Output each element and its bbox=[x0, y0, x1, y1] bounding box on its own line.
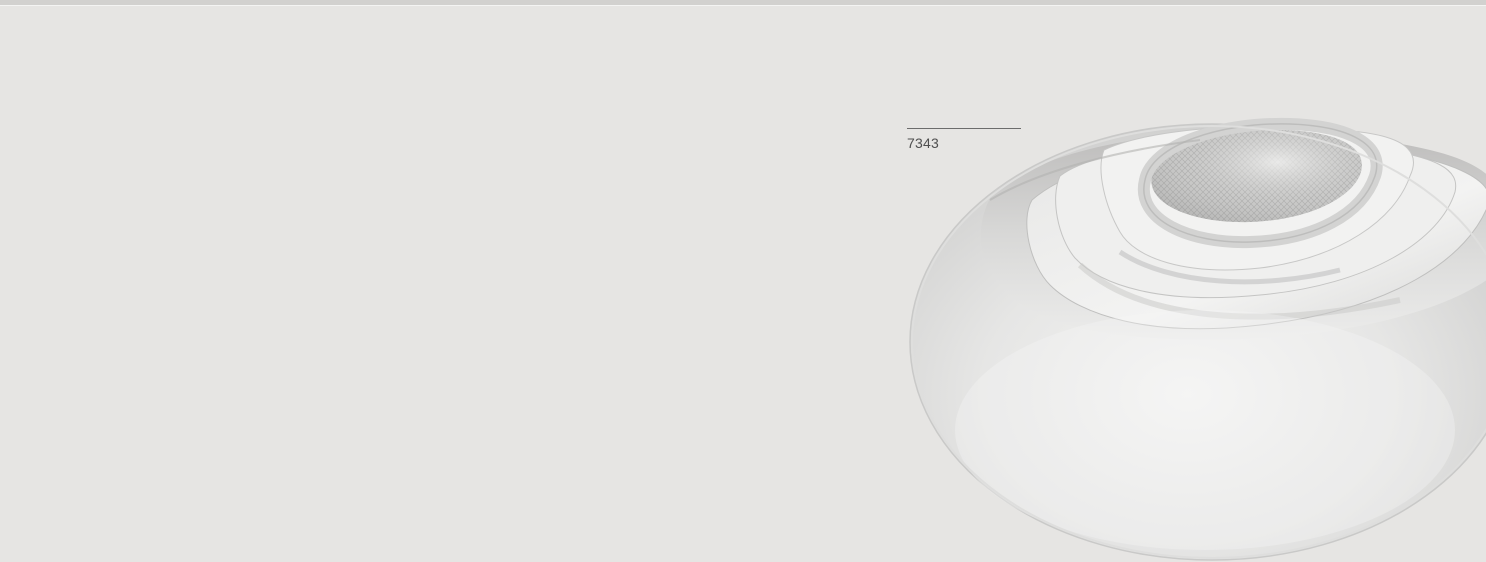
product-code-label: 7343 bbox=[907, 135, 939, 151]
caption-rule bbox=[907, 128, 1021, 129]
top-divider bbox=[0, 0, 1486, 6]
